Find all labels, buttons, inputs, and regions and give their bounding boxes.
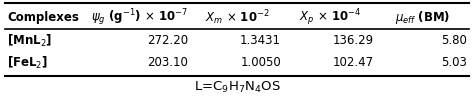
Text: $X_p$ $\times$ 10$^{-4}$: $X_p$ $\times$ 10$^{-4}$ [299,7,361,28]
Text: 1.3431: 1.3431 [240,34,281,47]
Text: $X_m$ $\times$ 10$^{-2}$: $X_m$ $\times$ 10$^{-2}$ [205,8,269,27]
Text: 1.0050: 1.0050 [240,56,281,69]
Text: L=C$_9$H$_7$N$_4$OS: L=C$_9$H$_7$N$_4$OS [193,80,281,95]
Text: 5.03: 5.03 [441,56,467,69]
Text: 136.29: 136.29 [333,34,374,47]
Text: [FeL$_2$]: [FeL$_2$] [7,55,48,71]
Text: 5.80: 5.80 [441,34,467,47]
Text: $\mu_{eff}$ (BM): $\mu_{eff}$ (BM) [395,9,450,26]
Text: 272.20: 272.20 [147,34,188,47]
Text: $\psi_g$ (g$^{-1}$) $\times$ 10$^{-7}$: $\psi_g$ (g$^{-1}$) $\times$ 10$^{-7}$ [91,7,188,28]
Text: 203.10: 203.10 [147,56,188,69]
Text: [MnL$_2$]: [MnL$_2$] [7,33,52,49]
Text: Complexes: Complexes [7,11,79,24]
Text: 102.47: 102.47 [333,56,374,69]
